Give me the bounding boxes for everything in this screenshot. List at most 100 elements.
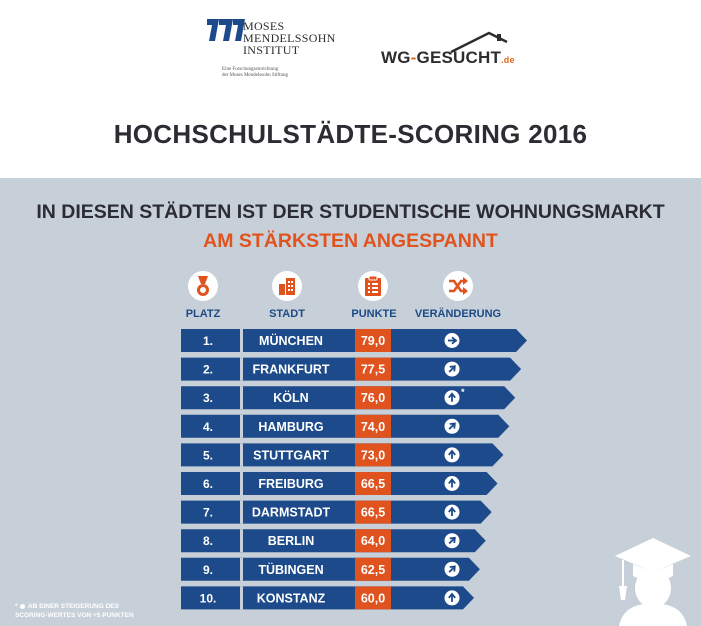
change-up-right-icon [444,561,460,577]
subtitle-line-1: IN DIESEN STÄDTEN IST DER STUDENTISCHE W… [36,201,665,223]
city-label: HAMBURG [258,420,323,434]
ranking-table: 1. MÜNCHEN 79,0 2. FRANKFURT 77,5 3. KÖLN 76,0 * 4… [181,329,527,610]
medal-icon [188,271,218,301]
change-right-icon [444,333,460,348]
table-row: 4. HAMBURG 74,0 [181,414,510,438]
wg-text-tld: .de [501,55,515,65]
change-up-icon [444,447,460,463]
points-label: 74,0 [361,420,385,434]
mmi-tagline-line: der Moses Mendelssohn Stiftung [222,73,288,78]
rank-label: 9. [203,563,213,577]
row-divider [240,414,243,438]
mmi-name: MOSES MENDELSSOHN INSTITUT [243,20,336,56]
city-label: MÜNCHEN [259,333,323,348]
row-bar [181,586,474,610]
clipboard-icon [358,271,388,301]
footnote-line-1: * AB EINER STEIGERUNG DES [15,602,134,611]
buildings-icon [272,271,302,301]
footnote-line-1-text: AB EINER STEIGERUNG DES [27,603,119,610]
mmi-monogram-icon [207,19,245,41]
change-up-icon [444,390,460,406]
city-label: KÖLN [273,390,308,405]
points-cell [355,557,391,581]
table-row: 8. BERLIN 64,0 [181,529,486,553]
row-bar [181,500,492,524]
mmi-tagline: Eine Forschungseinrichtung der Moses Men… [222,67,288,79]
mmi-name-line: MENDELSSOHN [243,31,336,45]
footnote-asterisk: * [15,603,18,610]
row-bar [181,472,498,495]
table-row: 6. FREIBURG 66,5 [181,472,498,495]
city-label: DARMSTADT [252,506,331,520]
house-roof-icon [450,31,508,54]
row-divider [240,557,243,581]
points-cell [355,472,391,495]
row-bar [181,329,527,352]
wg-text-main: WG [381,48,411,67]
points-cell [355,329,391,352]
table-row: 2. FRANKFURT 77,5 [181,357,522,381]
footnote-line-2: SCORING-WERTES VON +5 PUNKTEN [15,612,134,619]
ranking-panel: IN DIESEN STÄDTEN IST DER STUDENTISCHE W… [0,178,701,626]
points-label: 73,0 [361,448,385,462]
points-label: 64,0 [361,534,385,548]
row-divider [240,529,243,553]
points-label: 66,5 [361,477,385,491]
points-label: 62,5 [361,563,385,577]
points-cell [355,357,391,381]
city-label: FREIBURG [258,477,323,491]
row-divider [240,329,243,352]
rank-label: 4. [203,420,213,434]
row-bar [181,529,486,553]
change-up-right-icon [444,361,460,377]
row-divider [240,472,243,495]
rank-label: 2. [203,363,213,377]
row-divider [240,586,243,610]
row-bar [181,386,516,410]
mmi-tagline-line: Eine Forschungseinrichtung [222,67,279,72]
points-cell [355,386,391,410]
table-row: 10. KONSTANZ 60,0 [181,586,474,610]
subtitle-line-2: AM STÄRKSTEN ANGESPANNT [203,230,498,252]
table-row: 1. MÜNCHEN 79,0 [181,329,527,352]
mmi-name-line: MOSES [243,19,285,33]
table-row: 9. TÜBINGEN 62,5 [181,557,480,581]
city-label: TÜBINGEN [258,562,323,577]
wg-text-dash: - [410,48,417,67]
change-up-icon [444,476,460,491]
wg-gesucht-wordmark: WG-GESUCHT.de [381,48,515,68]
row-divider [240,386,243,410]
table-row: 3. KÖLN 76,0 * [181,386,516,410]
rank-label: 8. [203,534,213,548]
column-header-stadt: STADT [269,308,305,320]
change-up-icon [444,590,460,606]
city-label: BERLIN [268,534,315,548]
note-asterisk: * [461,387,465,397]
header: MOSES MENDELSSOHN INSTITUT Eine Forschun… [0,0,701,178]
rank-label: 7. [203,506,213,520]
points-label: 79,0 [361,334,385,348]
points-label: 66,5 [361,506,385,520]
change-up-icon [444,504,460,520]
row-bar [181,557,480,581]
rank-label: 6. [203,477,213,491]
points-cell [355,414,391,438]
column-header-platz: PLATZ [185,308,221,320]
column-header-punkte: PUNKTE [351,308,397,320]
row-bar [181,443,504,467]
table-row: 7. DARMSTADT 66,5 [181,500,492,524]
column-header-veraenderung: VERÄNDERUNG [414,308,502,320]
rank-label: 10. [200,591,217,605]
row-bar [181,357,522,381]
points-cell [355,529,391,553]
city-label: KONSTANZ [257,591,326,605]
wg-text-rest: GESUCHT [416,48,502,67]
change-up-right-icon [444,418,460,434]
city-label: FRANKFURT [252,363,329,377]
graduate-silhouette-icon [615,538,691,626]
points-cell [355,500,391,524]
wg-gesucht-logo: WG-GESUCHT.de [381,30,521,75]
city-label: STUTTGART [253,448,329,462]
rank-label: 5. [203,448,213,462]
row-divider [240,443,243,467]
